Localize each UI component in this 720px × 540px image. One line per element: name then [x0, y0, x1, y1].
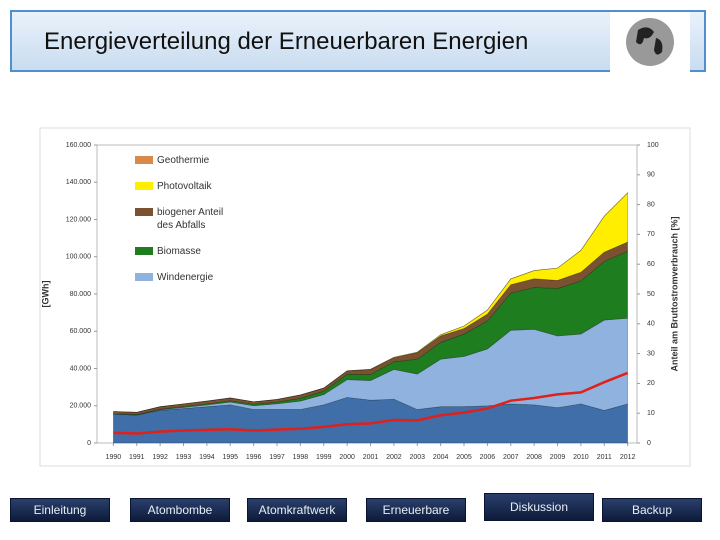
- y-tick-label: 100.000: [66, 254, 91, 261]
- y-tick-label: 20.000: [70, 403, 92, 410]
- x-tick-label: 2002: [386, 454, 402, 461]
- share-line: [113, 371, 629, 435]
- y-axis-label: [GWh]: [40, 281, 50, 308]
- legend-entry: Geothermie: [135, 154, 245, 167]
- y2-tick-label: 0: [647, 440, 651, 447]
- y2-tick-label: 70: [647, 231, 655, 238]
- y2-tick-label: 50: [647, 291, 655, 298]
- x-tick-label: 1994: [199, 454, 215, 461]
- legend-label: Biomasse: [157, 246, 201, 257]
- y2-tick-label: 90: [647, 172, 655, 179]
- area: [113, 192, 628, 413]
- x-tick-label: 2007: [503, 454, 519, 461]
- x-tick-label: 2011: [597, 454, 612, 461]
- x-tick-label: 2010: [573, 454, 589, 461]
- x-tick-label: 1993: [176, 454, 192, 461]
- y2-tick-label: 80: [647, 201, 655, 208]
- x-tick-label: 2000: [339, 454, 355, 461]
- y-tick-label: 60.000: [70, 328, 92, 335]
- x-tick-label: 2012: [620, 454, 636, 461]
- legend-swatch: [135, 156, 153, 164]
- legend-swatch: [135, 182, 153, 190]
- area: [113, 317, 628, 416]
- legend-entry: biogener Anteil des Abfalls: [135, 206, 245, 232]
- legend-entry: Windenergie: [135, 271, 245, 284]
- y-tick-label: 120.000: [66, 216, 91, 223]
- nav-button[interactable]: Backup: [602, 498, 702, 522]
- legend-label: Photovoltaik: [157, 181, 212, 192]
- y2-axis-label: Anteil am Bruttostromverbrauch [%]: [669, 216, 679, 371]
- x-tick-label: 2003: [409, 454, 425, 461]
- y2-tick-label: 60: [647, 261, 655, 268]
- nav-button[interactable]: Einleitung: [10, 498, 110, 522]
- legend-label: Windenergie: [157, 272, 214, 283]
- x-tick-label: 2004: [433, 454, 449, 461]
- globe-icon: [610, 12, 690, 72]
- y-tick-label: 140.000: [66, 179, 91, 186]
- x-tick-label: 1999: [316, 454, 332, 461]
- x-tick-label: 1996: [246, 454, 262, 461]
- x-tick-label: 1991: [129, 454, 145, 461]
- nav-button[interactable]: Erneuerbare: [366, 498, 466, 522]
- x-tick-label: 1992: [152, 454, 168, 461]
- x-tick-label: 1995: [222, 454, 238, 461]
- y-tick-label: 40.000: [70, 365, 92, 372]
- x-tick-label: 1990: [106, 454, 122, 461]
- area: [113, 192, 628, 413]
- y-tick-label: 0: [87, 440, 91, 447]
- y-tick-label: 80.000: [70, 291, 92, 298]
- x-tick-label: 1998: [293, 454, 309, 461]
- legend-swatch: [135, 208, 153, 216]
- legend-swatch: [135, 273, 153, 281]
- x-tick-label: 2005: [456, 454, 472, 461]
- area: [113, 241, 628, 415]
- nav-button[interactable]: Atomkraftwerk: [247, 498, 347, 522]
- y2-tick-label: 30: [647, 350, 655, 357]
- y2-tick-label: 20: [647, 380, 655, 387]
- title: Energieverteilung der Erneuerbaren Energ…: [44, 28, 529, 55]
- legend-entry: Photovoltaik: [135, 180, 245, 193]
- legend-label: Geothermie: [157, 155, 210, 166]
- x-tick-label: 2008: [526, 454, 542, 461]
- legend-entry: Biomasse: [135, 245, 245, 258]
- legend-swatch: [135, 247, 153, 255]
- nav-button[interactable]: Atombombe: [130, 498, 230, 522]
- area: [113, 250, 628, 416]
- x-tick-label: 2006: [480, 454, 496, 461]
- x-tick-label: 2009: [550, 454, 566, 461]
- y2-tick-label: 100: [647, 142, 659, 149]
- header: Energieverteilung der Erneuerbaren Energ…: [10, 10, 706, 72]
- y2-tick-label: 40: [647, 321, 655, 328]
- y-tick-label: 160.000: [66, 142, 91, 149]
- legend-label: biogener Anteil des Abfalls: [157, 207, 224, 231]
- legend: Geothermie Photovoltaik biogener Anteil de…: [135, 154, 245, 297]
- x-tick-label: 2001: [363, 454, 379, 461]
- nav-button[interactable]: Diskussion: [484, 493, 594, 521]
- x-tick-label: 1997: [269, 454, 285, 461]
- y2-tick-label: 10: [647, 410, 655, 417]
